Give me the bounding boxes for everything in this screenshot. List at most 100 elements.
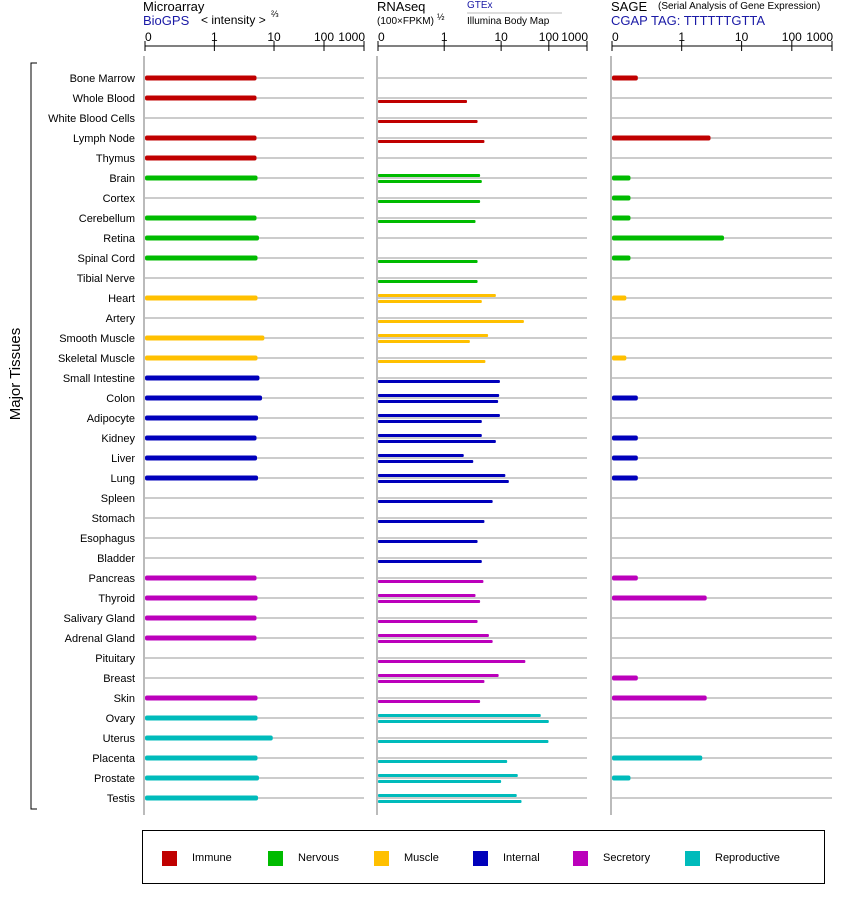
microarray-bar bbox=[145, 175, 258, 181]
rnaseq-gtex-bar bbox=[378, 394, 500, 397]
legend-swatch bbox=[473, 850, 488, 866]
rnaseq-ibm-bar bbox=[378, 420, 482, 423]
illumina-body-map-link[interactable]: Illumina Body Map bbox=[467, 16, 550, 27]
sage-tick-label: 1 bbox=[678, 30, 685, 44]
tissue-label: Small Intestine bbox=[63, 373, 135, 385]
microarray-bar bbox=[145, 255, 258, 261]
rnaseq-tick-label: 1000 bbox=[561, 30, 588, 44]
legend-swatch bbox=[374, 850, 389, 866]
rnaseq-ibm-bar bbox=[378, 480, 509, 483]
tissue-label: Testis bbox=[107, 793, 136, 805]
sage-bar bbox=[612, 435, 638, 441]
sage-bar bbox=[612, 395, 638, 401]
microarray-bar bbox=[145, 95, 257, 101]
legend-item-muscle: Muscle bbox=[374, 850, 439, 866]
legend-swatch bbox=[685, 850, 700, 866]
sage-tick-label: 1000 bbox=[806, 30, 833, 44]
tissue-label: Tibial Nerve bbox=[77, 273, 135, 285]
rnaseq-gtex-bar bbox=[378, 414, 500, 417]
rnaseq-gtex-bar bbox=[378, 474, 506, 477]
rnaseq-tick-label: 10 bbox=[494, 30, 508, 44]
rnaseq-gtex-bar bbox=[378, 760, 508, 763]
y-group-label: Major Tissues bbox=[7, 328, 24, 421]
sage-bar bbox=[612, 75, 638, 81]
rnaseq-gtex-bar bbox=[378, 714, 541, 717]
rnaseq-gtex-bar bbox=[378, 334, 489, 337]
microarray-tick-label: 100 bbox=[314, 30, 334, 44]
rnaseq-ibm-bar bbox=[378, 800, 522, 803]
tissue-label: Colon bbox=[106, 393, 135, 405]
legend-label: Reproductive bbox=[715, 852, 780, 864]
tissue-label: Liver bbox=[111, 453, 135, 465]
microarray-bar bbox=[145, 215, 257, 221]
rnaseq-gtex-bar bbox=[378, 120, 478, 123]
sage-bar bbox=[612, 135, 711, 141]
microarray-tick-label: 10 bbox=[267, 30, 281, 44]
tissue-label: Uterus bbox=[103, 733, 136, 745]
tissue-label: Prostate bbox=[94, 773, 135, 785]
rnaseq-gtex-bar bbox=[378, 260, 478, 263]
rnaseq-ibm-bar bbox=[378, 720, 549, 723]
tissue-label: Bone Marrow bbox=[70, 73, 135, 85]
legend-swatch bbox=[268, 850, 283, 866]
rnaseq-ibm-bar bbox=[378, 640, 493, 643]
rnaseq-gtex-bar bbox=[378, 500, 493, 503]
sage-bar bbox=[612, 355, 627, 361]
tissue-label: Esophagus bbox=[80, 533, 136, 545]
sage-bar bbox=[612, 775, 631, 781]
intensity-note: < intensity > bbox=[201, 13, 266, 27]
sage-title: SAGE bbox=[611, 0, 648, 14]
tissue-label: White Blood Cells bbox=[48, 113, 135, 125]
sage-note: (Serial Analysis of Gene Expression) bbox=[658, 1, 821, 12]
rnaseq-ibm-bar bbox=[378, 300, 482, 303]
legend-label: Muscle bbox=[404, 852, 439, 864]
gtex-link[interactable]: GTEx bbox=[467, 0, 493, 11]
rnaseq-gtex-bar bbox=[378, 520, 485, 523]
microarray-bar bbox=[145, 155, 257, 161]
microarray-tick-label: 1 bbox=[211, 30, 218, 44]
microarray-bar bbox=[145, 335, 265, 341]
sage-tick-label: 100 bbox=[782, 30, 802, 44]
tissue-label: Artery bbox=[106, 313, 136, 325]
biogps-link[interactable]: BioGPS bbox=[143, 13, 190, 28]
microarray-bar bbox=[145, 415, 259, 421]
microarray-tick-label: 1000 bbox=[338, 30, 365, 44]
tissue-label: Whole Blood bbox=[73, 93, 135, 105]
tissue-label: Thyroid bbox=[98, 593, 135, 605]
legend-label: Internal bbox=[503, 852, 540, 864]
sage-bar bbox=[612, 195, 631, 201]
tissue-label: Lymph Node bbox=[73, 133, 135, 145]
rnaseq-ibm-bar bbox=[378, 180, 482, 183]
sage-bar bbox=[612, 475, 638, 481]
legend-item-internal: Internal bbox=[473, 850, 540, 866]
sage-bar bbox=[612, 255, 631, 261]
sage-bar bbox=[612, 595, 707, 601]
tissue-label: Heart bbox=[108, 293, 135, 305]
tissue-label: Adipocyte bbox=[87, 413, 135, 425]
microarray-bar bbox=[145, 575, 257, 581]
rnaseq-gtex-bar bbox=[378, 294, 496, 297]
rnaseq-gtex-bar bbox=[378, 560, 482, 563]
rnaseq-gtex-bar bbox=[378, 380, 500, 383]
rnaseq-gtex-bar bbox=[378, 320, 524, 323]
rnaseq-gtex-bar bbox=[378, 700, 481, 703]
rnaseq-ibm-bar bbox=[378, 600, 481, 603]
microarray-bar bbox=[145, 75, 257, 81]
microarray-bar bbox=[145, 355, 258, 361]
sage-bar bbox=[612, 455, 638, 461]
rnaseq-ibm-bar bbox=[378, 140, 485, 143]
rnaseq-ibm-bar bbox=[378, 340, 470, 343]
rnaseq-ibm-bar bbox=[378, 780, 502, 783]
rnaseq-gtex-bar bbox=[378, 580, 484, 583]
microarray-tick-label: 0 bbox=[145, 30, 152, 44]
microarray-bar bbox=[145, 715, 258, 721]
rnaseq-gtex-bar bbox=[378, 794, 517, 797]
rnaseq-gtex-bar bbox=[378, 540, 478, 543]
legend-item-immune: Immune bbox=[162, 850, 232, 866]
microarray-bar bbox=[145, 615, 257, 621]
rnaseq-gtex-bar bbox=[378, 674, 499, 677]
tissue-label: Bladder bbox=[97, 553, 135, 565]
rnaseq-gtex-bar bbox=[378, 634, 489, 637]
cgap-tag: CGAP TAG: TTTTTTGTTA bbox=[611, 13, 766, 28]
